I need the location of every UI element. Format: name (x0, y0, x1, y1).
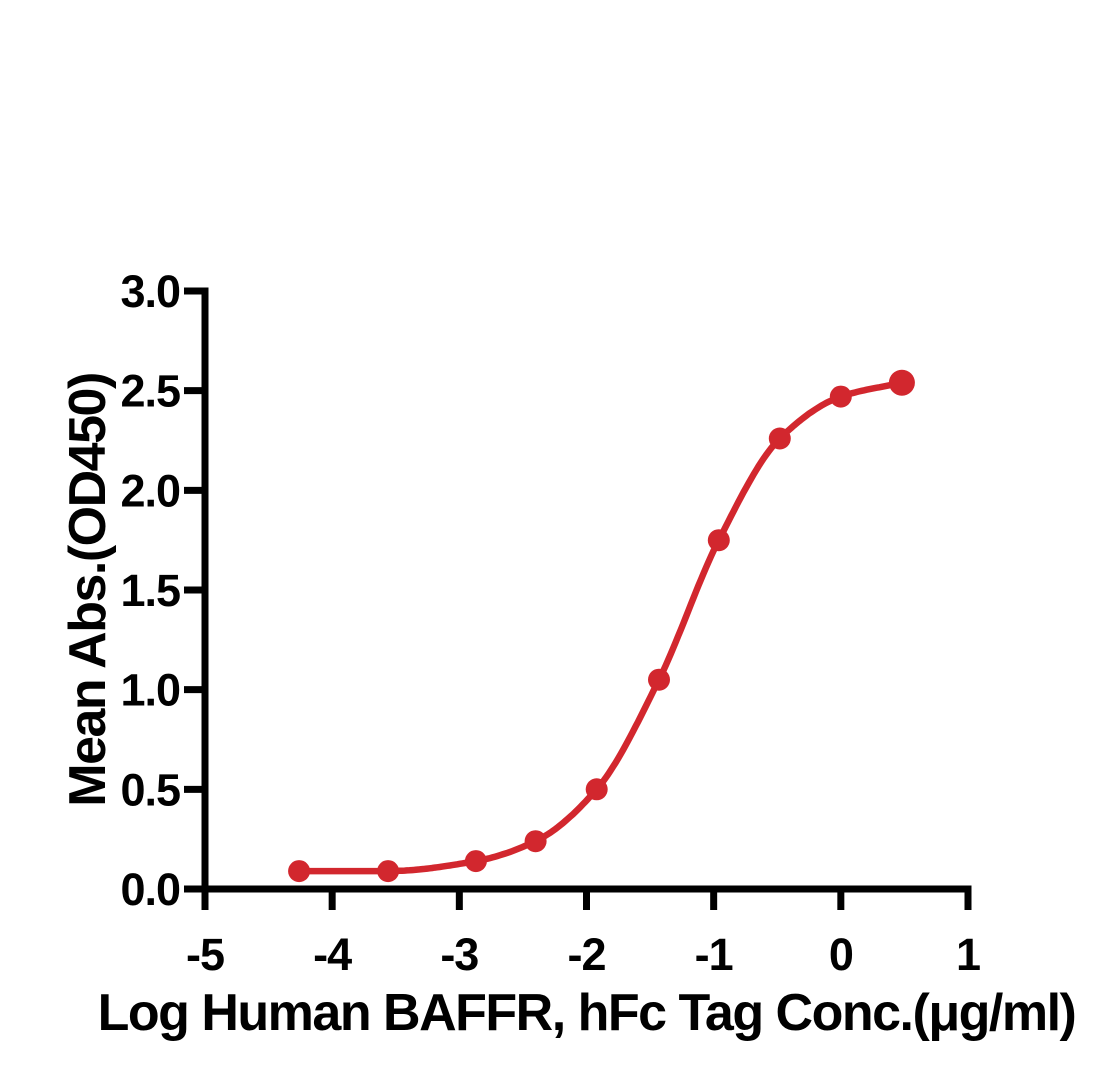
x-tick-label: -5 (186, 929, 224, 980)
data-point (768, 427, 791, 450)
x-tick-label: -2 (567, 929, 605, 980)
y-tick-label: 2.0 (120, 465, 180, 516)
x-axis-title: Log Human BAFFR, hFc Tag Conc.(μg/ml) (98, 984, 1076, 1042)
y-tick-label: 1.5 (120, 565, 180, 616)
data-point (524, 830, 547, 853)
x-tick-label: 1 (956, 929, 980, 980)
data-point (648, 668, 670, 691)
data-point (585, 778, 608, 801)
x-tick-label: 0 (829, 929, 853, 980)
data-point (829, 385, 852, 408)
y-tick-label: 0.5 (120, 764, 180, 815)
y-axis-title: Mean Abs.(OD450) (59, 373, 117, 807)
x-tick-label: -4 (313, 929, 352, 980)
x-tick-label: -3 (440, 929, 478, 980)
data-point (464, 850, 487, 873)
data-point (707, 529, 730, 552)
data-point (888, 369, 915, 396)
data-point (288, 860, 311, 883)
y-tick-label: 3.0 (120, 266, 180, 317)
data-point (377, 860, 400, 883)
y-tick-label: 2.5 (120, 366, 180, 417)
y-tick-label: 1.0 (120, 665, 180, 716)
x-tick-label: -1 (695, 929, 733, 980)
y-tick-label: 0.0 (120, 864, 180, 915)
